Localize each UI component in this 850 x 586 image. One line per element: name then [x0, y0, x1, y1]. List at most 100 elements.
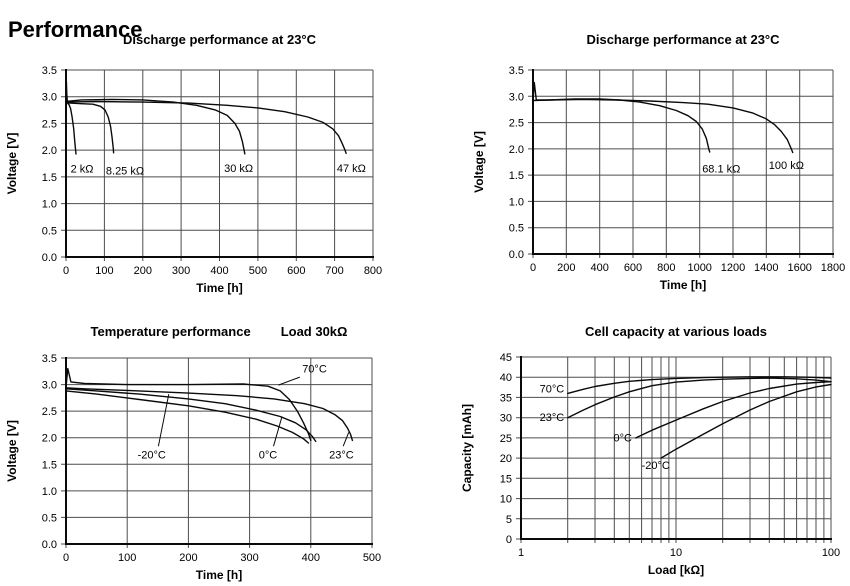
curve-label: 68.1 kΩ [702, 163, 740, 175]
x-tick-label: 500 [249, 265, 267, 277]
x-tick-label: 100 [822, 547, 840, 559]
y-tick-label: 2.0 [42, 433, 57, 445]
x-tick-label: 200 [134, 265, 152, 277]
curve-label: 2 kΩ [71, 163, 94, 175]
y-tick-label: 3.5 [42, 353, 57, 365]
x-tick-label: 1400 [754, 262, 778, 274]
curve-100-k [532, 98, 794, 154]
x-tick-label: 100 [118, 552, 136, 564]
y-tick-label: 3.5 [509, 65, 524, 77]
curve-label: 30 kΩ [224, 163, 253, 175]
page-title: Performance [8, 16, 143, 42]
x-tick-label: 200 [179, 552, 197, 564]
curve-8.25-k [65, 101, 115, 154]
y-axis-title: Voltage [V] [5, 420, 19, 482]
x-axis-title: Time [h] [196, 568, 242, 582]
y-axis-title: Voltage [V] [5, 133, 19, 195]
chart-title-text: Temperature performance [90, 324, 251, 339]
label-leader-line [157, 394, 170, 447]
x-tick-label: 500 [363, 552, 381, 564]
x-tick-label: 1000 [687, 262, 711, 274]
x-tick-label: 100 [95, 265, 113, 277]
curve-20-c [65, 390, 310, 444]
x-tick-label: 400 [210, 265, 228, 277]
x-tick-label: 1800 [821, 262, 845, 274]
chart-discharge-performance-2: Discharge performance at 23°C 0 200 400 600… [425, 30, 850, 310]
curve-20-c [660, 383, 832, 459]
y-tick-label: 3.0 [42, 92, 57, 104]
y-tick-label: 2.0 [42, 145, 57, 157]
curve-0-c [65, 388, 317, 443]
curve-label: 23°C [540, 412, 565, 424]
y-tick-label: 45 [500, 352, 512, 364]
y-tick-label: 20 [500, 453, 512, 465]
curve-label: -20°C [642, 460, 670, 472]
chart-title: Temperature performance Load 30kΩ [66, 324, 372, 339]
y-tick-label: 30 [500, 413, 512, 425]
x-tick-label: 1 [518, 547, 524, 559]
y-tick-label: 0.5 [509, 223, 524, 235]
y-tick-label: 0 [506, 534, 512, 546]
x-tick-label: 800 [364, 265, 382, 277]
y-tick-label: 3.5 [42, 65, 57, 77]
chart-cell-capacity: Cell capacity at various loads 1 10 100 0 5 1… [425, 322, 850, 586]
y-tick-label: 0.0 [42, 252, 57, 264]
x-axis-title: Load [kΩ] [648, 563, 704, 577]
y-tick-label: 1.5 [42, 459, 57, 471]
y-tick-label: 0.0 [509, 249, 524, 261]
y-tick-label: 1.0 [509, 196, 524, 208]
curve-label: 70°C [302, 364, 327, 376]
x-tick-label: 200 [557, 262, 575, 274]
temperature-performance-plot: 0 100 200 300 400 500 0.0 0.5 1.0 1.5 2.0 2.5 3.0 3.5… [5, 353, 381, 582]
label-leader-line [273, 416, 283, 447]
x-tick-label: 600 [287, 265, 305, 277]
x-tick-label: 700 [325, 265, 343, 277]
chart-discharge-performance-1: Discharge performance at 23°C 0 100 200 300… [0, 30, 415, 310]
y-axis-title: Voltage [V] [472, 131, 486, 193]
x-tick-label: 1600 [787, 262, 811, 274]
y-tick-label: 10 [500, 494, 512, 506]
y-tick-label: 35 [500, 392, 512, 404]
curve-68.1-k [532, 81, 711, 153]
curve-label: 47 kΩ [337, 163, 366, 175]
x-tick-label: 400 [591, 262, 609, 274]
curve-0-c [635, 381, 832, 439]
cell-capacity-plot: 1 10 100 0 5 10 15 20 25 30 35 40 45 Load [kΩ] Capacit… [460, 352, 840, 577]
curve-70-c [566, 376, 832, 395]
y-tick-label: 3.0 [509, 91, 524, 103]
chart-title-text: Cell capacity at various loads [584, 324, 768, 339]
y-tick-label: 15 [500, 473, 512, 485]
y-tick-label: 0.5 [42, 225, 57, 237]
label-leader-line [278, 376, 300, 386]
y-tick-label: 1.5 [42, 172, 57, 184]
y-tick-label: 25 [500, 433, 512, 445]
curve-label: 23°C [329, 450, 354, 462]
curve-23-c [566, 377, 832, 419]
y-tick-label: 0.5 [42, 512, 57, 524]
curve-label: 8.25 kΩ [106, 165, 144, 177]
chart-title-load-text: Load 30kΩ [280, 324, 348, 339]
curve-47-k [65, 100, 347, 155]
y-tick-label: 2.0 [509, 144, 524, 156]
x-tick-label: 1200 [721, 262, 745, 274]
y-axis-title: Capacity [mAh] [460, 404, 474, 492]
chart-title: Discharge performance at 23°C [533, 32, 833, 47]
x-tick-label: 0 [530, 262, 536, 274]
y-tick-label: 1.0 [42, 486, 57, 498]
y-tick-label: 5 [506, 514, 512, 526]
y-tick-label: 1.0 [42, 199, 57, 211]
x-tick-label: 0 [63, 552, 69, 564]
x-axis-title: Time [h] [196, 281, 242, 295]
y-tick-label: 0.0 [42, 539, 57, 551]
x-axis-title: Time [h] [660, 278, 706, 292]
chart-title-text: Discharge performance at 23°C [122, 32, 317, 47]
chart-temperature-performance: Temperature performance Load 30kΩ 0 100 20… [0, 322, 415, 586]
x-tick-label: 600 [624, 262, 642, 274]
label-leader-line [342, 432, 350, 447]
y-tick-label: 1.5 [509, 170, 524, 182]
chart-title-text: Discharge performance at 23°C [586, 32, 780, 47]
y-tick-label: 3.0 [42, 380, 57, 392]
x-tick-label: 400 [302, 552, 320, 564]
discharge-performance-1-plot: 0 100 200 300 400 500 600 700 800 0.0 0.5 1.0 1.5 2.0… [5, 65, 382, 295]
